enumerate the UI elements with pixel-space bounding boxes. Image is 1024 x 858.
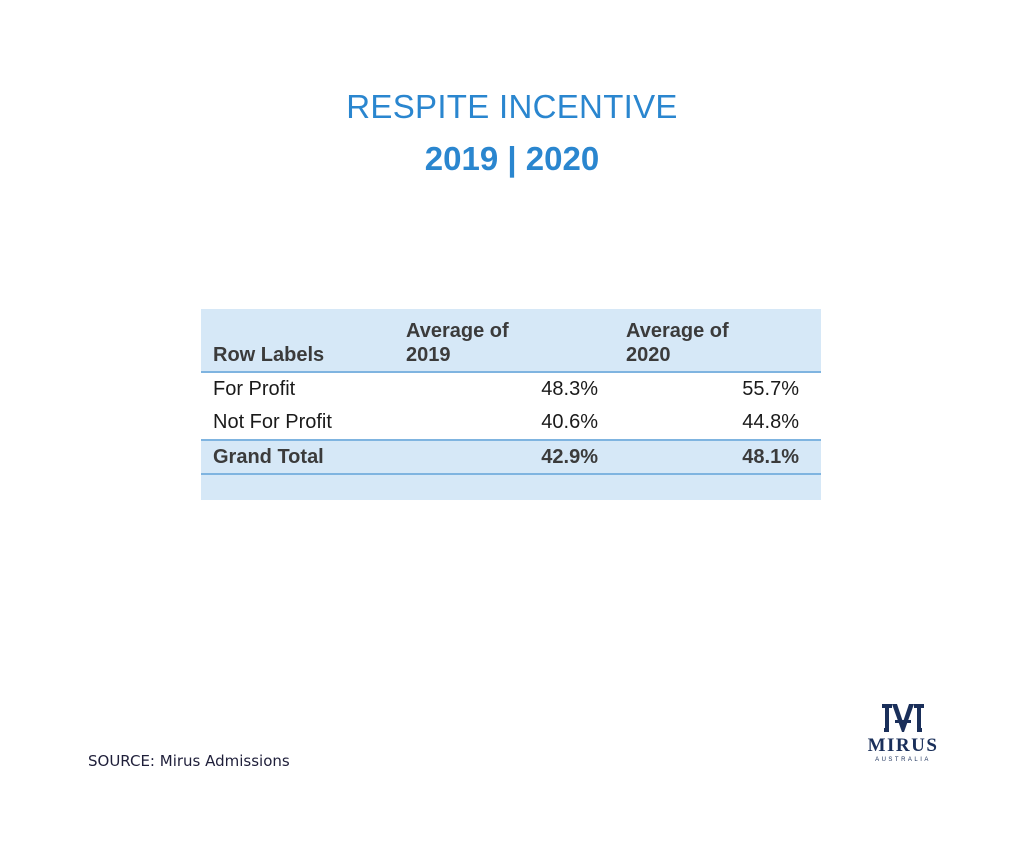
page-title: RESPITE INCENTIVE: [346, 88, 678, 125]
pivot-table: Row Labels Average of 2019 Average of 20…: [201, 309, 821, 475]
column-header-2019: Average of 2019: [405, 309, 620, 373]
column-header-row-labels: Row Labels: [201, 309, 405, 373]
grand-total-label: Grand Total: [201, 439, 405, 475]
row-label: For Profit: [201, 372, 405, 406]
grand-total-2020: 48.1%: [620, 439, 821, 475]
source-note: SOURCE: Mirus Admissions: [88, 752, 290, 770]
cell-2019: 40.6%: [405, 406, 620, 440]
page-subtitle: 2019 | 2020: [424, 140, 600, 177]
pivot-table-container: Row Labels Average of 2019 Average of 20…: [201, 309, 821, 500]
grand-total-row: Grand Total 42.9% 48.1%: [201, 439, 821, 475]
cell-2020: 55.7%: [620, 372, 821, 406]
cell-2019: 48.3%: [405, 372, 620, 406]
column-header-line2: 2019: [406, 344, 451, 366]
logo-wordmark: MIRUS: [867, 735, 939, 756]
column-header-line1: Average of: [626, 320, 729, 342]
column-header-line2: Row Labels: [213, 344, 325, 366]
cell-2020: 44.8%: [620, 406, 821, 440]
mirus-monogram-icon: [882, 704, 924, 732]
column-header-line1: Average of: [406, 320, 509, 342]
column-header-line2: 2020: [626, 344, 671, 366]
table-header-row: Row Labels Average of 2019 Average of 20…: [201, 309, 821, 373]
grand-total-2019: 42.9%: [405, 439, 620, 475]
column-header-2020: Average of 2020: [620, 309, 821, 373]
table-row: For Profit 48.3% 55.7%: [201, 372, 821, 406]
row-label: Not For Profit: [201, 406, 405, 440]
logo-subtext: AUSTRALIA: [875, 757, 931, 763]
table-row: Not For Profit 40.6% 44.8%: [201, 406, 821, 440]
mirus-logo: MIRUS AUSTRALIA: [858, 700, 948, 780]
